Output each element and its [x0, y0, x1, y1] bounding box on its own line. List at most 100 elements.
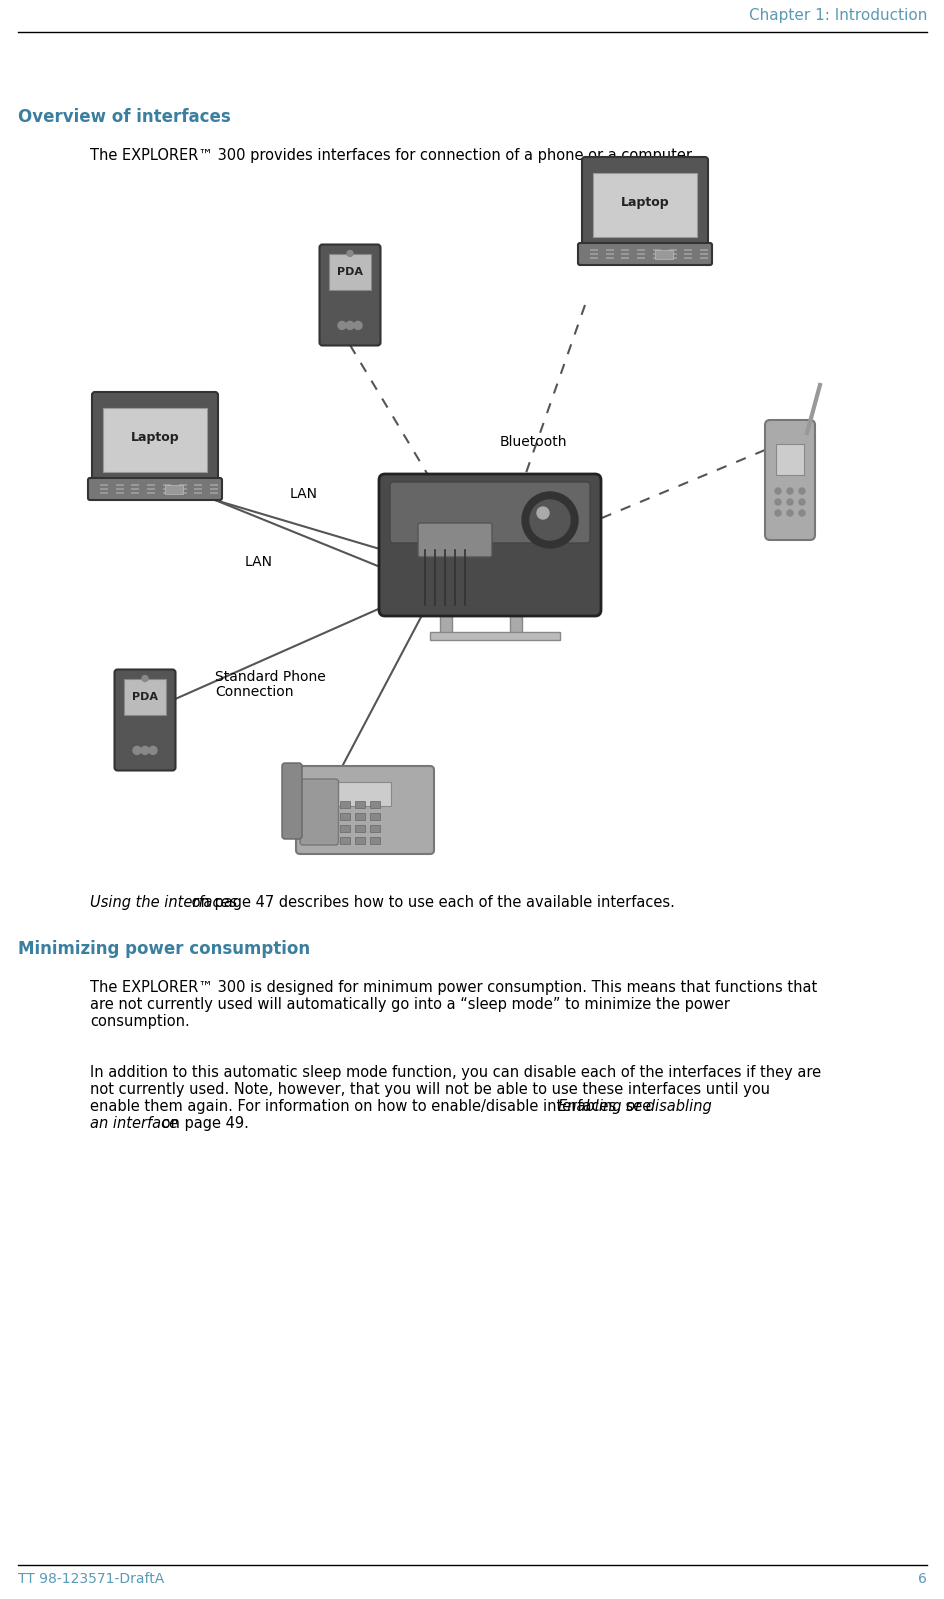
Text: on page 47 describes how to use each of the available interfaces.: on page 47 describes how to use each of … — [187, 895, 674, 910]
Text: TT 98-123571-DraftA: TT 98-123571-DraftA — [18, 1572, 164, 1586]
Bar — [103, 408, 207, 472]
Bar — [100, 491, 108, 494]
Circle shape — [530, 500, 569, 540]
Bar — [430, 632, 560, 640]
Bar — [355, 814, 364, 820]
Text: Minimizing power consumption: Minimizing power consumption — [18, 940, 310, 958]
FancyBboxPatch shape — [114, 670, 176, 771]
FancyBboxPatch shape — [417, 523, 492, 556]
Bar — [636, 253, 645, 254]
Bar — [131, 491, 140, 494]
Bar — [589, 248, 598, 251]
Text: Standard Phone: Standard Phone — [215, 670, 326, 684]
Bar — [319, 782, 390, 806]
Bar — [147, 488, 155, 489]
Bar — [683, 248, 692, 251]
Text: Using the interfaces: Using the interfaces — [90, 895, 237, 910]
Bar — [194, 488, 202, 489]
Circle shape — [141, 747, 149, 755]
Bar — [440, 609, 451, 635]
Bar — [340, 814, 349, 820]
Circle shape — [354, 321, 362, 329]
Bar — [340, 838, 349, 844]
FancyBboxPatch shape — [92, 392, 218, 483]
Text: are not currently used will automatically go into a “sleep mode” to minimize the: are not currently used will automaticall… — [90, 998, 729, 1012]
Text: LAN: LAN — [290, 488, 318, 500]
Bar — [100, 483, 108, 486]
Bar — [165, 484, 183, 494]
Bar — [654, 249, 672, 259]
FancyBboxPatch shape — [765, 421, 814, 540]
Text: LAN: LAN — [244, 555, 273, 569]
Circle shape — [799, 488, 804, 494]
Bar — [370, 814, 379, 820]
Bar — [194, 491, 202, 494]
Bar — [355, 838, 364, 844]
FancyBboxPatch shape — [295, 766, 433, 854]
FancyBboxPatch shape — [319, 245, 380, 345]
Bar — [178, 488, 186, 489]
Circle shape — [346, 321, 354, 329]
Bar — [162, 491, 171, 494]
Circle shape — [142, 675, 148, 681]
Bar — [589, 253, 598, 254]
Circle shape — [133, 747, 141, 755]
Text: not currently used. Note, however, that you will not be able to use these interf: not currently used. Note, however, that … — [90, 1083, 769, 1097]
Bar — [210, 483, 218, 486]
Bar — [593, 173, 697, 237]
Text: Bluetooth: Bluetooth — [499, 435, 567, 449]
Bar — [115, 483, 124, 486]
Bar — [100, 488, 108, 489]
Text: consumption.: consumption. — [90, 1014, 190, 1030]
Bar — [700, 256, 707, 259]
Text: PDA: PDA — [337, 267, 362, 277]
Bar — [636, 248, 645, 251]
Bar — [147, 491, 155, 494]
Circle shape — [521, 492, 578, 548]
Bar — [162, 483, 171, 486]
Circle shape — [786, 510, 792, 516]
Text: 6: 6 — [918, 1572, 926, 1586]
Bar — [683, 256, 692, 259]
Circle shape — [346, 251, 353, 256]
FancyBboxPatch shape — [281, 763, 302, 839]
FancyBboxPatch shape — [88, 478, 222, 500]
Bar — [131, 488, 140, 489]
Circle shape — [774, 510, 780, 516]
Bar — [340, 801, 349, 809]
Bar — [115, 491, 124, 494]
FancyBboxPatch shape — [299, 779, 338, 844]
Bar — [178, 483, 186, 486]
Bar — [667, 256, 676, 259]
Bar — [340, 825, 349, 833]
Bar — [667, 253, 676, 254]
Bar — [131, 483, 140, 486]
Bar — [700, 248, 707, 251]
Bar — [621, 248, 629, 251]
Text: enable them again. For information on how to enable/disable interfaces, see: enable them again. For information on ho… — [90, 1099, 655, 1115]
Text: Overview of interfaces: Overview of interfaces — [18, 109, 230, 126]
Bar — [652, 256, 660, 259]
Bar — [605, 253, 613, 254]
Circle shape — [799, 510, 804, 516]
Bar — [652, 253, 660, 254]
Bar — [115, 488, 124, 489]
Circle shape — [149, 747, 157, 755]
Bar — [370, 825, 379, 833]
Bar — [162, 488, 171, 489]
Circle shape — [799, 499, 804, 505]
Bar — [370, 838, 379, 844]
Bar — [329, 254, 370, 291]
Circle shape — [338, 321, 346, 329]
Text: Enabling or disabling: Enabling or disabling — [557, 1099, 711, 1115]
Bar — [636, 256, 645, 259]
Text: Laptop: Laptop — [620, 197, 668, 209]
Text: The EXPLORER™ 300 provides interfaces for connection of a phone or a computer.: The EXPLORER™ 300 provides interfaces fo… — [90, 149, 695, 163]
Text: The EXPLORER™ 300 is designed for minimum power consumption. This means that fun: The EXPLORER™ 300 is designed for minimu… — [90, 980, 817, 995]
Bar — [355, 825, 364, 833]
Circle shape — [786, 488, 792, 494]
Text: on page 49.: on page 49. — [157, 1116, 248, 1130]
FancyBboxPatch shape — [582, 157, 707, 248]
FancyBboxPatch shape — [379, 473, 600, 616]
Bar — [178, 491, 186, 494]
